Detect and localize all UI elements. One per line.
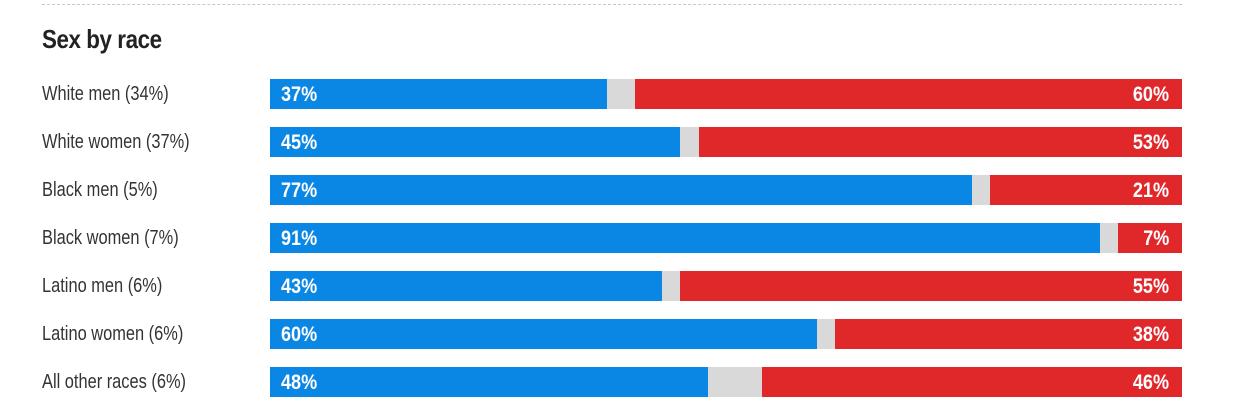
stacked-bar: 37% 60% — [270, 79, 1182, 109]
bar-segment-blue: 37% — [270, 79, 608, 109]
bar-segment-blue: 91% — [270, 223, 1100, 253]
top-divider — [42, 4, 1182, 5]
bar-segment-red: 46% — [762, 367, 1182, 397]
category-label: Black women (7%) — [42, 227, 179, 249]
bar-segment-red: 55% — [680, 271, 1182, 301]
bar-segment-red: 60% — [634, 79, 1182, 109]
value-label-blue: 91% — [281, 227, 318, 250]
stacked-bar: 45% 53% — [270, 127, 1182, 157]
bar-segment-blue: 77% — [270, 175, 973, 205]
bar-segment-red: 53% — [698, 127, 1182, 157]
category-label: White men (34%) — [42, 83, 169, 105]
category-label: Latino men (6%) — [42, 275, 163, 297]
value-label-red: 46% — [1132, 371, 1169, 394]
value-label-blue: 60% — [281, 323, 318, 346]
stacked-bar: 91% 7% — [270, 223, 1182, 253]
value-label-red: 38% — [1132, 323, 1169, 346]
chart-row: Black men (5%) 77% 21% — [0, 175, 1248, 205]
stacked-bar: 77% 21% — [270, 175, 1182, 205]
chart-row: Latino men (6%) 43% 55% — [0, 271, 1248, 301]
bar-segment-blue: 43% — [270, 271, 663, 301]
value-label-blue: 48% — [281, 371, 318, 394]
bar-segment-red: 38% — [835, 319, 1182, 349]
chart-row: All other races (6%) 48% 46% — [0, 367, 1248, 397]
value-label-red: 21% — [1132, 179, 1169, 202]
bar-segment-red: 21% — [990, 175, 1182, 205]
value-label-blue: 43% — [281, 275, 318, 298]
stacked-bar: 60% 38% — [270, 319, 1182, 349]
chart-row: Latino women (6%) 60% 38% — [0, 319, 1248, 349]
bar-segment-blue: 48% — [270, 367, 708, 397]
bar-segment-red: 7% — [1118, 223, 1182, 253]
value-label-red: 53% — [1132, 131, 1169, 154]
value-label-blue: 77% — [281, 179, 318, 202]
value-label-blue: 45% — [281, 131, 318, 154]
category-label: White women (37%) — [42, 131, 190, 153]
value-label-red: 55% — [1132, 275, 1169, 298]
chart-row: White women (37%) 45% 53% — [0, 127, 1248, 157]
category-label: All other races (6%) — [42, 371, 187, 393]
stacked-bar: 48% 46% — [270, 367, 1182, 397]
chart-row: Black women (7%) 91% 7% — [0, 223, 1248, 253]
bar-segment-blue: 60% — [270, 319, 818, 349]
chart-title: Sex by race — [42, 24, 162, 54]
value-label-red: 7% — [1142, 227, 1169, 250]
category-label: Black men (5%) — [42, 179, 158, 201]
value-label-blue: 37% — [281, 83, 318, 106]
value-label-red: 60% — [1132, 83, 1169, 106]
stacked-bar: 43% 55% — [270, 271, 1182, 301]
bar-segment-blue: 45% — [270, 127, 681, 157]
category-label: Latino women (6%) — [42, 323, 184, 345]
chart-row: White men (34%) 37% 60% — [0, 79, 1248, 109]
